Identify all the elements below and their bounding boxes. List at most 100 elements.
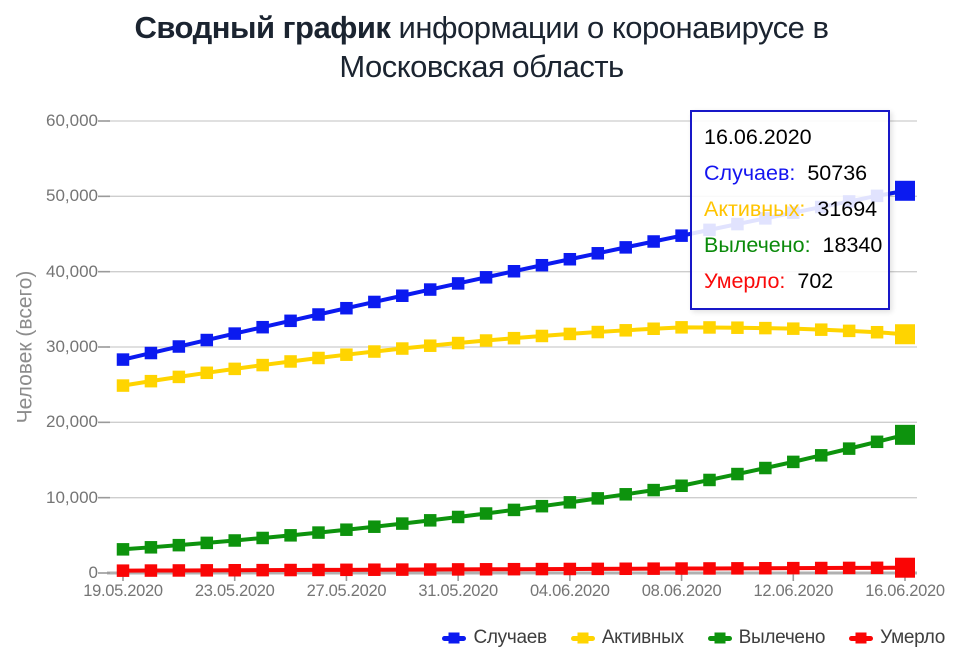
series-deaths-marker[interactable] [256,563,269,577]
series-recovered-marker[interactable] [591,492,605,505]
series-active-marker[interactable] [144,374,158,388]
series-deaths-marker[interactable] [368,563,381,576]
series-deaths-marker[interactable] [172,564,186,577]
series-deaths-marker[interactable] [591,562,605,576]
series-deaths-marker[interactable] [423,563,437,576]
series-active-marker[interactable] [675,321,688,334]
series-active-marker[interactable] [200,366,214,380]
series-active-marker[interactable] [759,321,772,335]
series-deaths-marker[interactable] [228,563,241,577]
series-deaths-marker[interactable] [507,562,521,576]
series-cases-marker[interactable] [507,265,521,278]
series-deaths-marker[interactable] [619,562,632,576]
series-deaths-marker[interactable] [675,562,688,575]
legend-item-active[interactable]: Активных [570,627,684,649]
series-deaths-last-marker[interactable] [895,557,915,578]
series-recovered-marker[interactable] [870,435,884,449]
series-cases-marker[interactable] [396,289,409,302]
series-active-marker[interactable] [423,339,437,352]
series-cases-marker[interactable] [451,277,465,290]
series-recovered-marker[interactable] [619,488,632,501]
series-cases-marker[interactable] [647,235,660,248]
series-recovered-marker[interactable] [759,461,772,475]
series-cases-marker[interactable] [312,308,325,321]
series-recovered-marker[interactable] [312,526,325,539]
series-deaths-marker[interactable] [396,563,409,576]
series-deaths-marker[interactable] [563,562,577,576]
series-active-marker[interactable] [647,322,660,335]
legend-item-cases[interactable]: Случаев [442,627,547,649]
series-deaths-marker[interactable] [703,562,716,575]
series-deaths-marker[interactable] [451,563,465,576]
series-recovered-marker[interactable] [423,514,437,527]
series-recovered-marker[interactable] [228,534,241,547]
series-active-marker[interactable] [703,321,716,334]
series-cases-marker[interactable] [675,229,688,242]
series-recovered-marker[interactable] [703,473,716,487]
series-recovered-marker[interactable] [814,449,828,462]
series-active-marker[interactable] [591,325,605,339]
series-cases-marker[interactable] [144,346,158,360]
series-active-marker[interactable] [870,325,884,339]
series-active-marker[interactable] [256,358,269,372]
series-active-marker[interactable] [228,362,241,376]
series-recovered-marker[interactable] [256,531,269,545]
series-recovered-marker[interactable] [675,479,688,493]
series-recovered-marker[interactable] [396,517,409,530]
series-deaths-marker[interactable] [814,561,828,575]
series-recovered-marker[interactable] [200,536,214,550]
series-cases-marker[interactable] [619,241,632,254]
series-recovered-marker[interactable] [116,543,130,556]
series-cases-marker[interactable] [228,327,241,340]
series-cases-marker[interactable] [256,320,269,334]
series-cases-marker[interactable] [284,314,297,328]
series-active-marker[interactable] [731,321,744,334]
series-cases-marker[interactable] [563,252,577,266]
series-active-marker[interactable] [116,379,130,392]
series-active-marker[interactable] [172,370,186,384]
series-cases-marker[interactable] [172,340,186,353]
series-deaths-marker[interactable] [200,564,214,577]
series-deaths-marker[interactable] [340,563,353,577]
series-cases-marker[interactable] [368,295,381,309]
series-active-marker[interactable] [787,322,800,335]
series-recovered-marker[interactable] [144,541,158,554]
series-cases-marker[interactable] [591,247,605,260]
series-deaths-marker[interactable] [284,563,297,577]
series-cases-last-marker[interactable] [895,180,915,201]
series-active-marker[interactable] [396,342,409,355]
series-cases-marker[interactable] [340,301,353,315]
series-deaths-marker[interactable] [116,564,130,577]
series-active-marker[interactable] [563,327,577,341]
series-active-marker[interactable] [340,348,353,361]
series-deaths-marker[interactable] [731,562,744,575]
series-active-marker[interactable] [619,324,632,337]
series-recovered-marker[interactable] [535,499,549,513]
series-recovered-marker[interactable] [284,529,297,542]
series-deaths-marker[interactable] [842,561,856,575]
series-active-marker[interactable] [507,331,521,345]
series-recovered-marker[interactable] [731,467,744,481]
series-deaths-marker[interactable] [759,561,772,575]
series-deaths-marker[interactable] [312,563,325,577]
series-cases-marker[interactable] [423,283,437,296]
series-deaths-marker[interactable] [647,562,660,575]
series-recovered-marker[interactable] [563,496,577,509]
series-deaths-marker[interactable] [479,563,493,576]
series-active-marker[interactable] [368,345,381,358]
series-cases-marker[interactable] [200,333,214,347]
series-recovered-marker[interactable] [842,442,856,455]
series-active-marker[interactable] [451,336,465,350]
series-active-last-marker[interactable] [895,324,915,345]
series-deaths-marker[interactable] [535,562,549,576]
series-recovered-marker[interactable] [451,510,465,524]
series-active-marker[interactable] [535,329,549,343]
series-active-marker[interactable] [284,355,297,368]
series-recovered-marker[interactable] [368,520,381,533]
series-active-marker[interactable] [814,323,828,336]
series-cases-marker[interactable] [116,353,130,366]
series-recovered-marker[interactable] [340,523,353,536]
series-recovered-marker[interactable] [507,503,521,517]
series-active-marker[interactable] [842,324,856,338]
